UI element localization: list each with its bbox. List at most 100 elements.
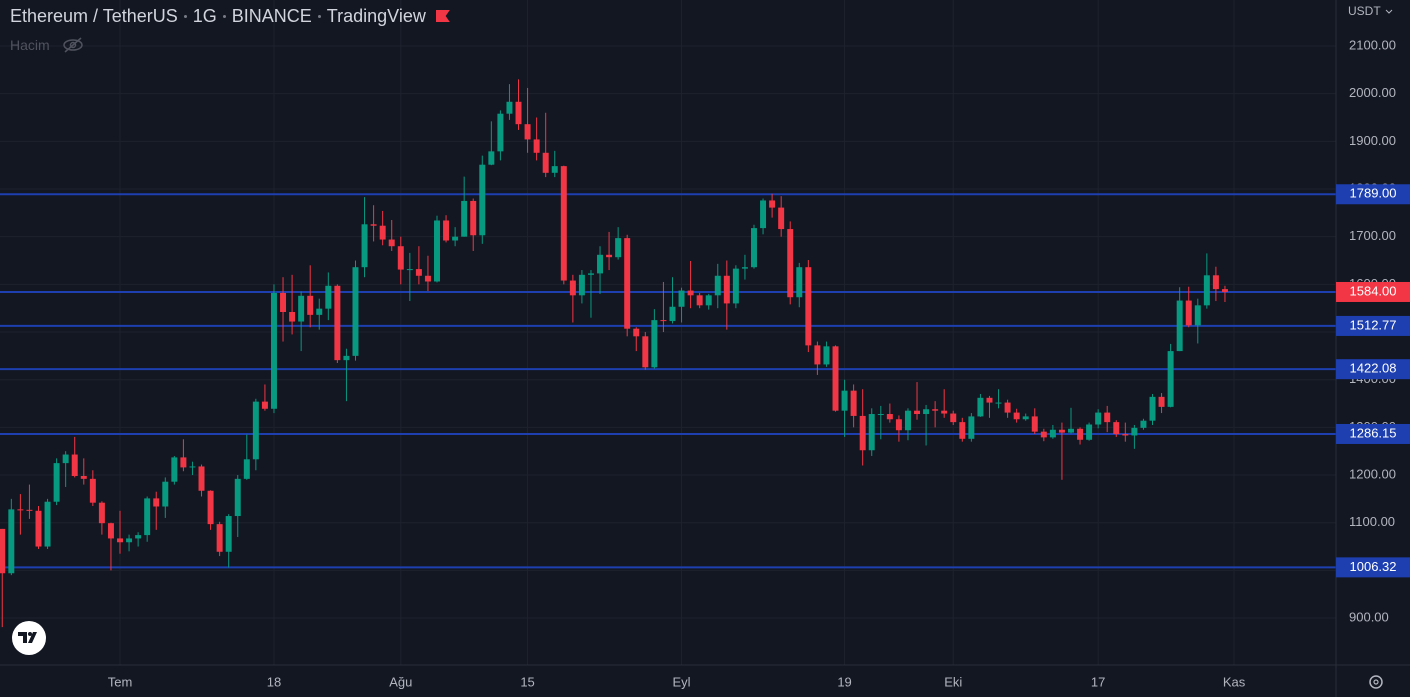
candle-body — [1203, 275, 1210, 306]
candle-body — [316, 308, 323, 315]
candle-body — [325, 285, 332, 309]
candle-body — [17, 509, 24, 511]
candle-body — [162, 481, 169, 507]
level-label: 1286.15 — [1350, 425, 1397, 440]
candle-body — [751, 228, 757, 268]
candle-body — [723, 275, 730, 304]
candle-body — [1068, 428, 1074, 433]
x-tick-label: Kas — [1223, 674, 1246, 689]
candle-body — [379, 225, 386, 240]
candle-body — [524, 124, 531, 140]
x-tick-label: 19 — [837, 674, 851, 689]
candle-body — [270, 292, 277, 409]
candle-body — [126, 538, 133, 543]
candle-body — [977, 397, 984, 417]
candle-body — [714, 275, 721, 296]
candle-body — [361, 224, 368, 268]
candle-body — [941, 410, 948, 414]
x-tick-label: Ağu — [389, 674, 412, 689]
candle-body — [497, 113, 504, 152]
candle-body — [1022, 416, 1029, 420]
candle-body — [171, 457, 178, 482]
candle-body — [551, 166, 558, 173]
x-tick-label: Tem — [108, 674, 133, 689]
axes: 900.001000.001100.001200.001300.001400.0… — [108, 37, 1410, 689]
candle-body — [615, 238, 622, 258]
candle-body — [1122, 434, 1129, 436]
candle-body — [180, 457, 187, 468]
interval: 1G — [192, 5, 217, 26]
candle-body — [53, 463, 60, 502]
currency-chevron — [1385, 9, 1393, 14]
candle-body — [1158, 396, 1165, 407]
candle-body — [823, 346, 830, 365]
level-label: 1789.00 — [1350, 186, 1397, 201]
candle-body — [606, 254, 613, 258]
candle-body — [633, 328, 640, 337]
candle-body — [814, 345, 821, 365]
pupil — [69, 41, 76, 49]
candle-body — [732, 268, 739, 304]
y-tick-label: 900.00 — [1349, 609, 1389, 624]
flag-icon[interactable] — [435, 10, 450, 22]
candle-body — [769, 200, 776, 208]
volume-label: Hacim — [10, 37, 50, 53]
exchange: BINANCE — [231, 5, 312, 26]
symbol[interactable]: Ethereum / TetherUS — [10, 5, 178, 26]
candle-body — [986, 397, 993, 403]
candle-body — [1095, 412, 1102, 425]
candle-body — [651, 320, 658, 368]
candle-body — [71, 454, 78, 476]
candle-body — [1031, 416, 1038, 432]
candle-body — [741, 267, 748, 269]
level-label-bg — [1336, 423, 1410, 444]
candle-body — [352, 267, 359, 356]
settings-icon[interactable] — [1369, 675, 1383, 689]
candle-body — [968, 416, 975, 439]
candle-body — [370, 224, 377, 226]
candle-body — [1194, 305, 1201, 326]
candle-body — [261, 401, 268, 409]
candle-body — [597, 254, 604, 274]
candle-body — [587, 273, 594, 275]
level-label-bg — [1336, 315, 1410, 336]
candle-body — [859, 415, 866, 451]
hidden-eye-icon[interactable] — [62, 36, 86, 54]
candle-body — [307, 295, 314, 315]
separator — [317, 14, 321, 18]
level-label: 1006.32 — [1350, 559, 1397, 574]
candle-body — [1131, 427, 1138, 436]
candle-body — [289, 312, 296, 322]
candle-body — [805, 267, 812, 346]
candle-body — [886, 414, 893, 420]
candle-body — [216, 524, 223, 552]
candle-body — [841, 390, 848, 411]
gear — [1369, 675, 1383, 689]
candle-body — [760, 200, 767, 229]
candle-body — [506, 101, 513, 114]
currency[interactable]: USDT — [1348, 4, 1381, 18]
candle-body — [624, 238, 631, 329]
candle-body — [850, 390, 857, 416]
x-tick-label: Eki — [944, 674, 962, 689]
candle-body — [995, 402, 1002, 404]
candle-body — [669, 306, 676, 322]
candle-body — [207, 490, 214, 525]
logo-circle — [12, 621, 46, 655]
candle-body — [406, 269, 413, 271]
y-tick-label: 2000.00 — [1349, 85, 1396, 100]
y-tick-label: 2100.00 — [1349, 37, 1396, 52]
candle-body — [1058, 429, 1065, 433]
slash — [64, 37, 82, 53]
level-label: 1584.00 — [1350, 283, 1397, 298]
tv-logo[interactable] — [12, 621, 46, 655]
candle-body — [1113, 422, 1120, 435]
candle-body — [280, 292, 287, 313]
logo-dot — [28, 632, 32, 636]
candle-body — [868, 414, 875, 451]
candle-body — [832, 346, 839, 411]
level-label-bg — [1336, 184, 1410, 205]
candle-body — [687, 290, 694, 296]
